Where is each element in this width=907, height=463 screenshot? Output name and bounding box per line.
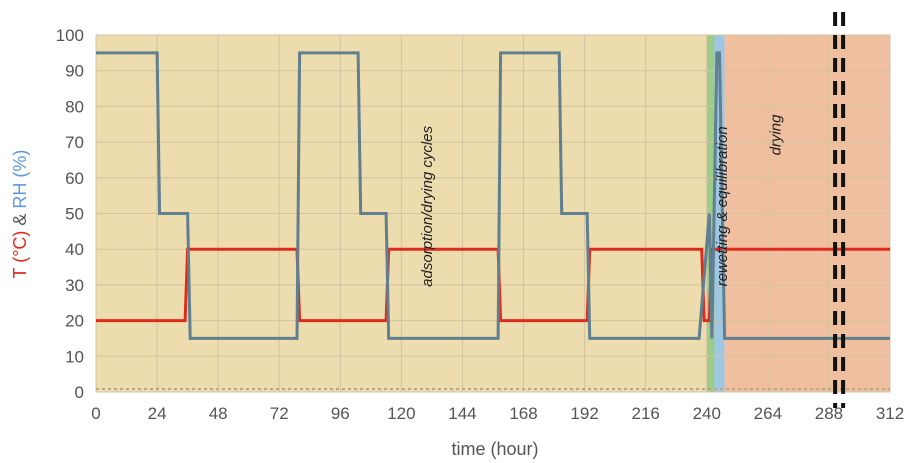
x-tick-label-5: 120 [387,404,415,423]
x-axis-title: time (hour) [451,439,538,459]
x-tick-label-10: 240 [693,404,721,423]
y-tick-label-6: 60 [65,169,84,188]
series-line-1 [96,51,890,340]
y-tick-label-3: 30 [65,276,84,295]
x-tick-label-7: 168 [509,404,537,423]
annotation-0: adsorption/drying cycles [419,125,436,286]
y-axis-title-temperature: T (°C) [10,231,30,279]
x-tick-label-9: 216 [632,404,660,423]
y-axis-title: T (°C) & RH (%) [10,150,30,279]
y-tick-label-1: 10 [65,347,84,366]
x-tick-label-13: 312 [876,404,904,423]
y-tick-label-10: 100 [56,26,84,45]
x-tick-label-4: 96 [331,404,350,423]
x-tick-label-8: 192 [570,404,598,423]
y-axis-title-rh: RH (%) [10,150,30,209]
y-tick-label-7: 70 [65,133,84,152]
x-tick-label-3: 72 [270,404,289,423]
x-tick-label-0: 0 [91,404,100,423]
y-tick-label-9: 90 [65,62,84,81]
y-tick-label-2: 20 [65,312,84,331]
x-tick-label-6: 144 [448,404,476,423]
y-tick-label-5: 50 [65,205,84,224]
x-tick-label-1: 24 [148,404,167,423]
y-axis-title-amp: & [10,209,30,231]
x-tick-label-2: 48 [209,404,228,423]
annotation-2: drying [768,114,785,156]
y-tick-label-8: 80 [65,97,84,116]
x-tick-labels: 0 24 48 72 96 120 144 168 192 216 240 264 288 312 [91,404,904,423]
annotation-1: rewetting & equilibration [714,126,731,286]
axis-break-lines [833,12,846,408]
series-lines [96,51,890,340]
y-tick-label-0: 0 [75,383,84,402]
x-tick-label-11: 264 [754,404,782,423]
y-tick-label-4: 40 [65,240,84,259]
y-tick-labels: 0 10 20 30 40 50 60 70 80 90 100 [56,26,84,402]
x-tick-label-12: 288 [815,404,843,423]
annotations: adsorption/drying cycles rewetting & equi… [419,114,785,287]
